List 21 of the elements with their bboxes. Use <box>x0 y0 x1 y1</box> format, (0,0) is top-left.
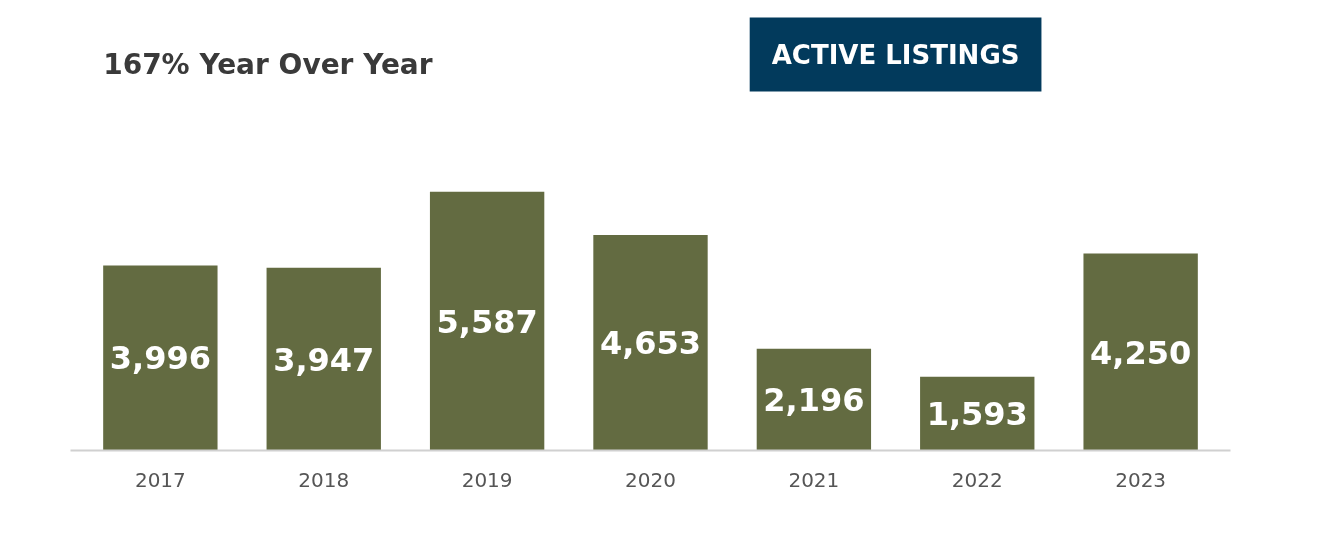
bar <box>429 191 545 451</box>
bar <box>103 265 218 451</box>
data-label: 1,593 <box>926 395 1028 434</box>
x-tick-label: 2022 <box>951 467 1003 492</box>
data-label: 5,587 <box>436 302 538 341</box>
bar <box>1083 253 1198 451</box>
bar <box>593 234 708 451</box>
data-label: 2,196 <box>763 381 865 420</box>
data-label: 4,653 <box>599 324 702 363</box>
data-label: 4,250 <box>1090 333 1192 372</box>
x-tick-label: 2023 <box>1115 467 1167 492</box>
x-tick-label: 2017 <box>134 467 186 492</box>
x-tick-label: 2021 <box>788 467 840 492</box>
data-label: 3,996 <box>109 339 211 378</box>
data-label: 3,947 <box>273 340 375 379</box>
x-tick-label: 2019 <box>461 467 513 492</box>
x-tick-label: 2020 <box>625 467 676 492</box>
bar <box>266 267 381 451</box>
chart-subtitle: 167% Year Over Year <box>103 47 433 81</box>
chart-title: ACTIVE LISTINGS <box>771 39 1020 70</box>
x-tick-label: 2018 <box>298 467 350 492</box>
